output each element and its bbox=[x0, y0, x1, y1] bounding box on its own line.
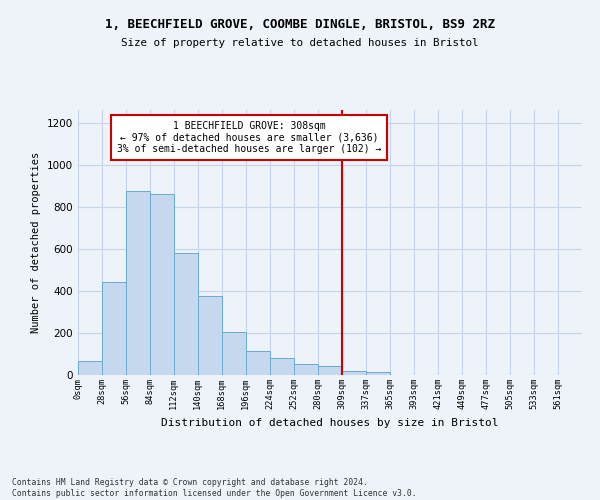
Y-axis label: Number of detached properties: Number of detached properties bbox=[31, 152, 41, 333]
Bar bbox=[78, 362, 102, 375]
Bar bbox=[222, 332, 246, 375]
Bar bbox=[343, 371, 367, 375]
Bar bbox=[367, 372, 391, 375]
Bar bbox=[174, 253, 198, 375]
Text: Size of property relative to detached houses in Bristol: Size of property relative to detached ho… bbox=[121, 38, 479, 48]
Bar bbox=[150, 194, 174, 375]
Text: 1 BEECHFIELD GROVE: 308sqm
← 97% of detached houses are smaller (3,636)
3% of se: 1 BEECHFIELD GROVE: 308sqm ← 97% of deta… bbox=[117, 120, 382, 154]
Bar bbox=[317, 366, 341, 375]
X-axis label: Distribution of detached houses by size in Bristol: Distribution of detached houses by size … bbox=[161, 418, 499, 428]
Bar bbox=[293, 364, 317, 375]
Bar bbox=[269, 358, 293, 375]
Text: Contains HM Land Registry data © Crown copyright and database right 2024.
Contai: Contains HM Land Registry data © Crown c… bbox=[12, 478, 416, 498]
Text: 1, BEECHFIELD GROVE, COOMBE DINGLE, BRISTOL, BS9 2RZ: 1, BEECHFIELD GROVE, COOMBE DINGLE, BRIS… bbox=[105, 18, 495, 30]
Bar bbox=[246, 351, 269, 375]
Bar bbox=[102, 282, 126, 375]
Bar bbox=[126, 191, 150, 375]
Bar bbox=[198, 296, 222, 375]
